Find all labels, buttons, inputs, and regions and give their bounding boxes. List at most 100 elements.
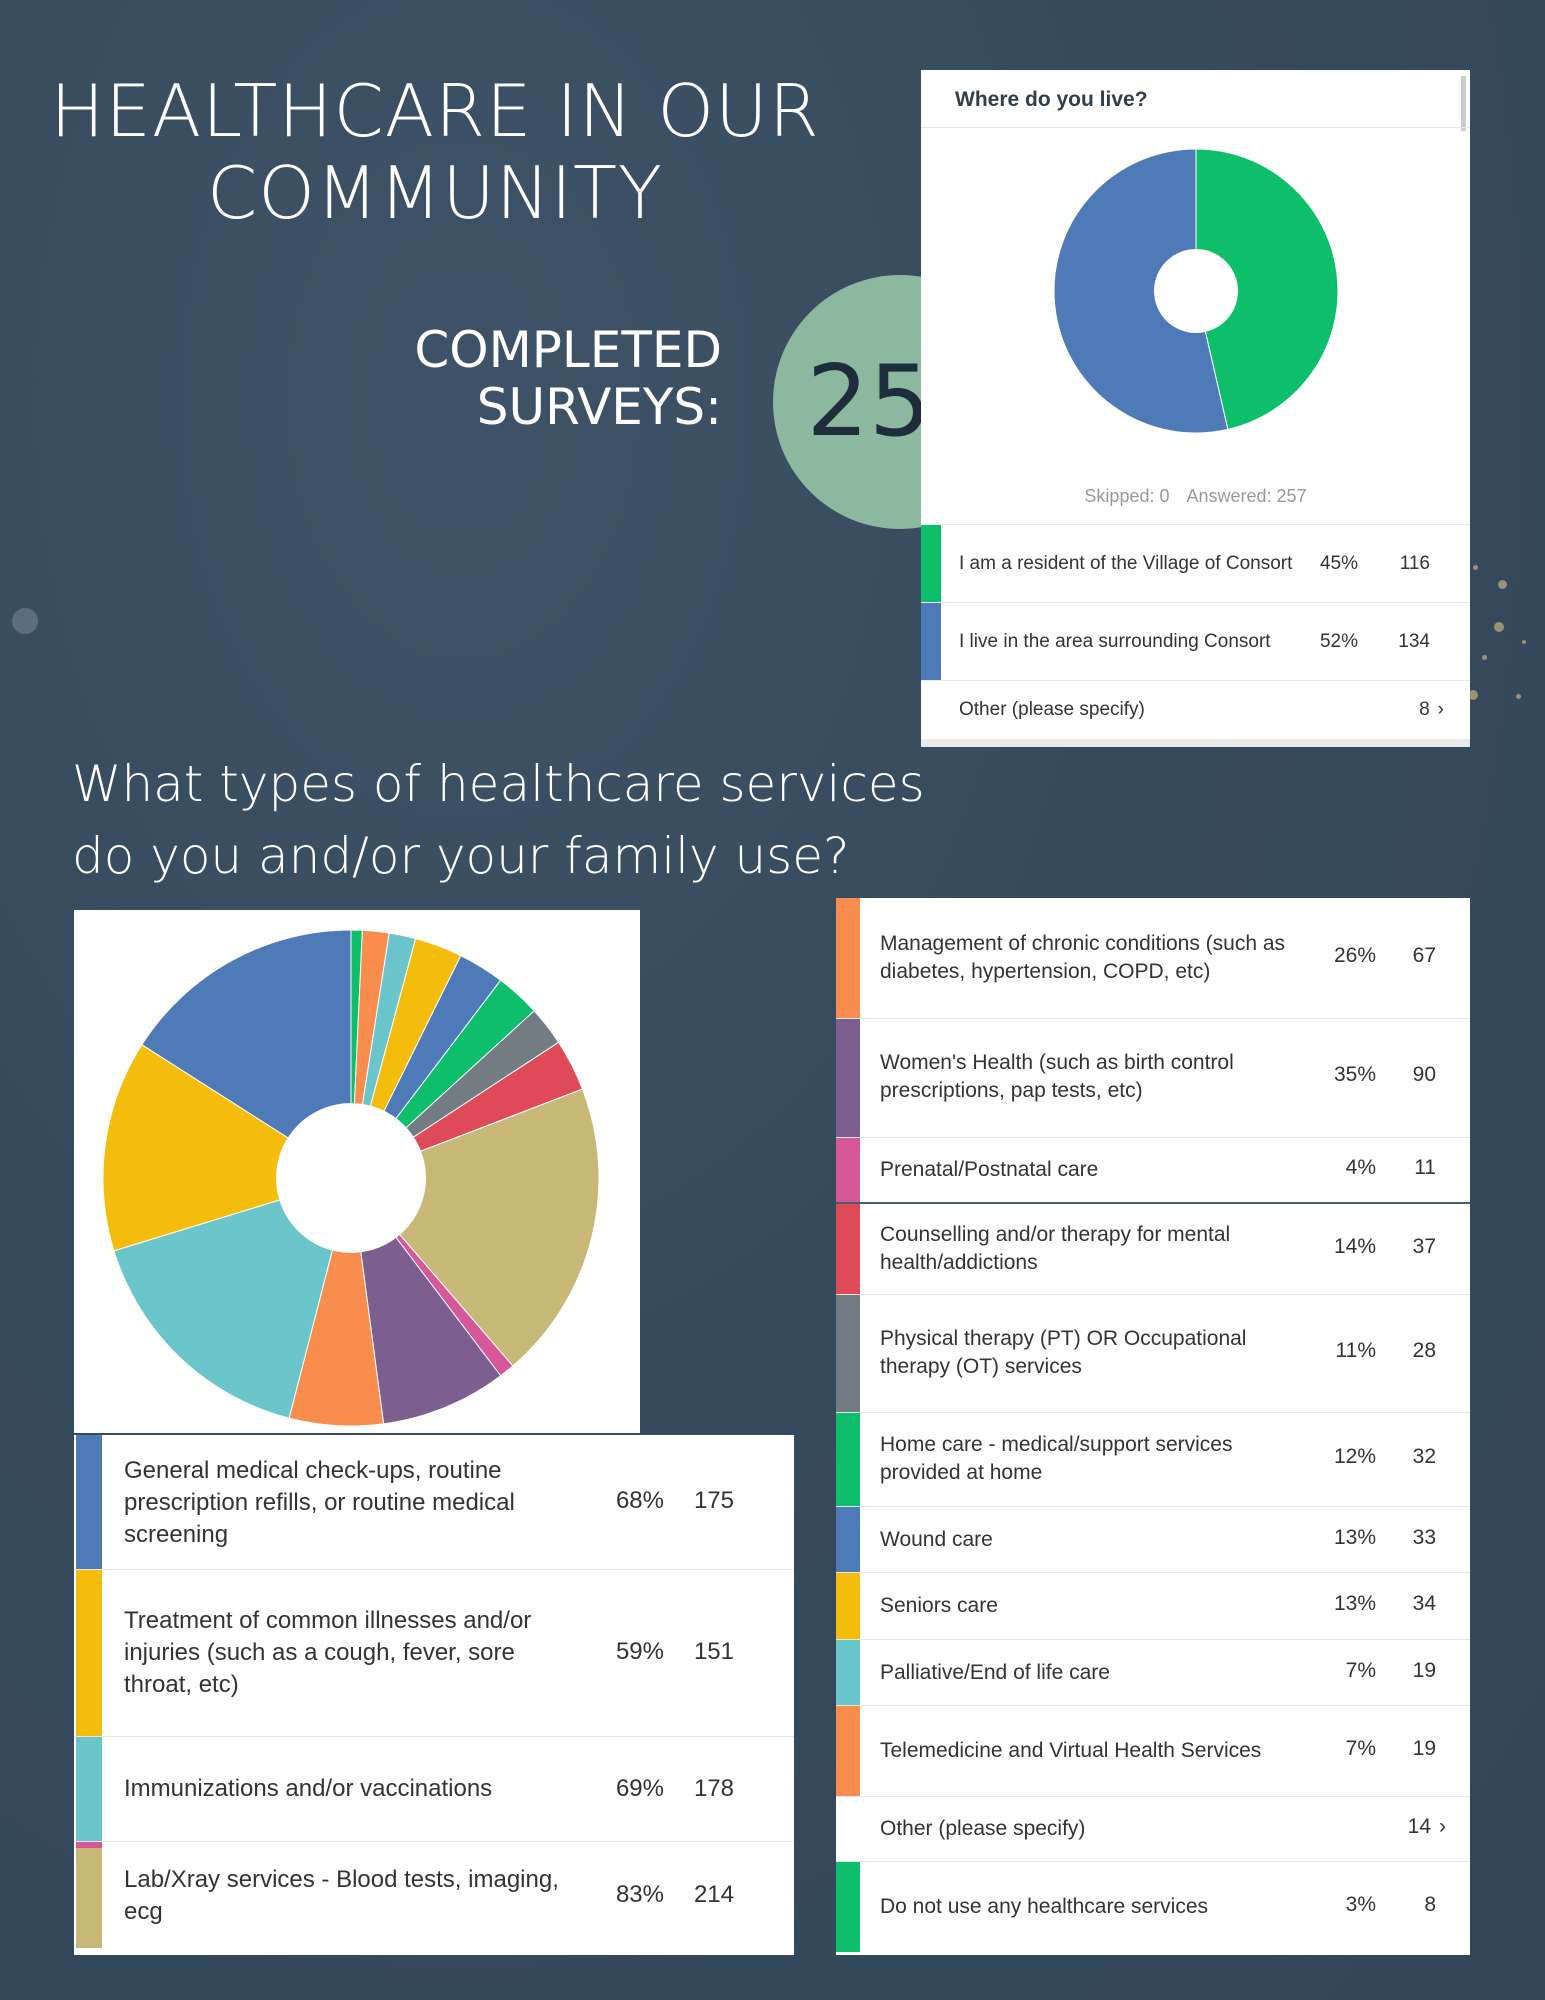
row-count: 151	[693, 1638, 734, 1665]
title-line-1: HEALTHCARE IN OUR	[50, 69, 820, 153]
divider	[921, 127, 1470, 128]
row-label: Palliative/End of life care	[880, 1661, 1110, 1684]
table-row: Telemedicine and Virtual Health Services…	[836, 1706, 1470, 1797]
row-label: Seniors care	[880, 1594, 998, 1617]
row-count: 90	[1412, 1063, 1436, 1086]
divider	[836, 1202, 1470, 1204]
row-count: 178	[693, 1775, 734, 1802]
row-count: 11	[1414, 1156, 1436, 1179]
legend-swatch	[76, 1737, 102, 1841]
row-pct: 3%	[1345, 1893, 1376, 1916]
row-pct: 7%	[1345, 1659, 1376, 1682]
q1-card: Where do you live? Skipped: 0 Answered: …	[921, 70, 1470, 747]
q1-answered: Answered: 257	[1186, 486, 1307, 506]
row-label: Management of chronic conditions (such a…	[880, 932, 1286, 983]
row-pct: 59%	[615, 1638, 664, 1665]
row-label: Treatment of common illnesses and/or inj…	[124, 1607, 532, 1698]
row-pct: 26%	[1333, 944, 1376, 967]
table-row: Palliative/End of life care 7% 19	[836, 1640, 1470, 1706]
table-row: Management of chronic conditions (such a…	[836, 898, 1470, 1019]
table-row: Wound care 13% 33	[836, 1507, 1470, 1573]
row-count: 34	[1412, 1592, 1436, 1615]
donut-hole	[1154, 249, 1238, 333]
table-row-other[interactable]: Other (please specify) 14 ›	[836, 1797, 1470, 1862]
pie-slice[interactable]	[141, 929, 352, 1179]
table-row: General medical check-ups, routine presc…	[74, 1435, 794, 1570]
q1-row-pct: 52%	[1319, 631, 1358, 652]
legend-swatch	[836, 1413, 860, 1506]
pie-slice[interactable]	[1053, 148, 1229, 434]
legend-swatch	[836, 1138, 860, 1202]
legend-swatch	[921, 525, 941, 603]
legend-swatch	[836, 1640, 860, 1705]
row-count: 33	[1412, 1526, 1436, 1549]
q2-question-line-2: do you and/or your family use?	[72, 827, 850, 885]
row-count: 32	[1412, 1445, 1436, 1468]
q1-row-label: I live in the area surrounding Consort	[959, 631, 1271, 652]
q1-row: I live in the area surrounding Consort 5…	[921, 602, 1470, 681]
row-label: Home care - medical/support services pro…	[880, 1433, 1233, 1484]
q2-question-line-1: What types of healthcare services	[72, 755, 925, 813]
divider	[921, 739, 1470, 747]
legend-swatch	[836, 1573, 860, 1639]
row-label: Physical therapy (PT) OR Occupational th…	[880, 1327, 1247, 1378]
row-count: 214	[693, 1881, 734, 1908]
page-title: HEALTHCARE IN OUR COMMUNITY	[40, 70, 830, 234]
q1-stats: Skipped: 0 Answered: 257	[921, 486, 1470, 507]
pie-slice[interactable]	[1195, 148, 1339, 430]
row-pct: 4%	[1345, 1156, 1376, 1179]
pie-slice[interactable]	[113, 1177, 352, 1419]
legend-swatch	[836, 1019, 860, 1137]
legend-swatch	[836, 898, 860, 1018]
row-label: General medical check-ups, routine presc…	[124, 1457, 515, 1548]
row-pct: 69%	[615, 1775, 664, 1802]
row-count: 19	[1412, 1737, 1436, 1760]
row-label: Other (please specify)	[880, 1817, 1086, 1840]
completed-line-2: SURVEYS:	[476, 378, 722, 436]
table-row: Lab/Xray services - Blood tests, imaging…	[74, 1848, 794, 1948]
legend-swatch	[76, 1570, 102, 1736]
row-label: Do not use any healthcare services	[880, 1895, 1209, 1918]
chevron-right-icon[interactable]: ›	[1437, 699, 1444, 720]
legend-swatch	[921, 603, 941, 681]
q1-question: Where do you live?	[955, 88, 1148, 111]
q1-row-label: I am a resident of the Village of Consor…	[959, 553, 1293, 574]
row-pct: 68%	[615, 1487, 664, 1514]
donut-hole	[276, 1103, 426, 1253]
row-count: 28	[1412, 1339, 1436, 1362]
row-label: Women's Health (such as birth control pr…	[880, 1051, 1234, 1102]
q1-row-pct: 45%	[1319, 553, 1358, 574]
row-count: 37	[1412, 1235, 1436, 1258]
q1-row-other[interactable]: Other (please specify) 8 ›	[921, 680, 1470, 739]
row-pct: 83%	[615, 1881, 664, 1908]
title-line-2: COMMUNITY	[207, 151, 663, 235]
row-count: 175	[693, 1487, 734, 1514]
pie-slice[interactable]	[102, 1043, 353, 1252]
legend-swatch	[836, 1862, 860, 1952]
row-label: Immunizations and/or vaccinations	[124, 1775, 493, 1802]
table-row-prenatal-hint	[74, 1842, 794, 1848]
row-count: 14 ›	[1407, 1815, 1446, 1838]
row-label: Lab/Xray services - Blood tests, imaging…	[124, 1866, 559, 1925]
table-row: Treatment of common illnesses and/or inj…	[74, 1570, 794, 1737]
table-row: Seniors care 13% 34	[836, 1573, 1470, 1640]
legend-swatch	[836, 1706, 860, 1796]
q1-row-count: 116	[1399, 553, 1430, 574]
q1-scrollbar[interactable]	[1461, 76, 1466, 131]
row-label: Telemedicine and Virtual Health Services	[880, 1739, 1262, 1762]
chevron-right-icon[interactable]: ›	[1439, 1815, 1446, 1838]
table-row: Counselling and/or therapy for mental he…	[836, 1204, 1470, 1295]
row-pct: 7%	[1345, 1737, 1376, 1760]
table-row: Women's Health (such as birth control pr…	[836, 1019, 1470, 1138]
legend-swatch	[836, 1507, 860, 1572]
row-pct: 13%	[1333, 1526, 1376, 1549]
table-row: Home care - medical/support services pro…	[836, 1413, 1470, 1507]
table-row: Immunizations and/or vaccinations 69% 17…	[74, 1737, 794, 1842]
q2-question: What types of healthcare services do you…	[72, 748, 925, 892]
row-pct: 14%	[1333, 1235, 1376, 1258]
row-label: Wound care	[880, 1528, 993, 1551]
row-count: 8	[1424, 1893, 1436, 1916]
table-row: Prenatal/Postnatal care 4% 11	[836, 1138, 1470, 1202]
row-pct: 13%	[1333, 1592, 1376, 1615]
table-row: Physical therapy (PT) OR Occupational th…	[836, 1295, 1470, 1413]
